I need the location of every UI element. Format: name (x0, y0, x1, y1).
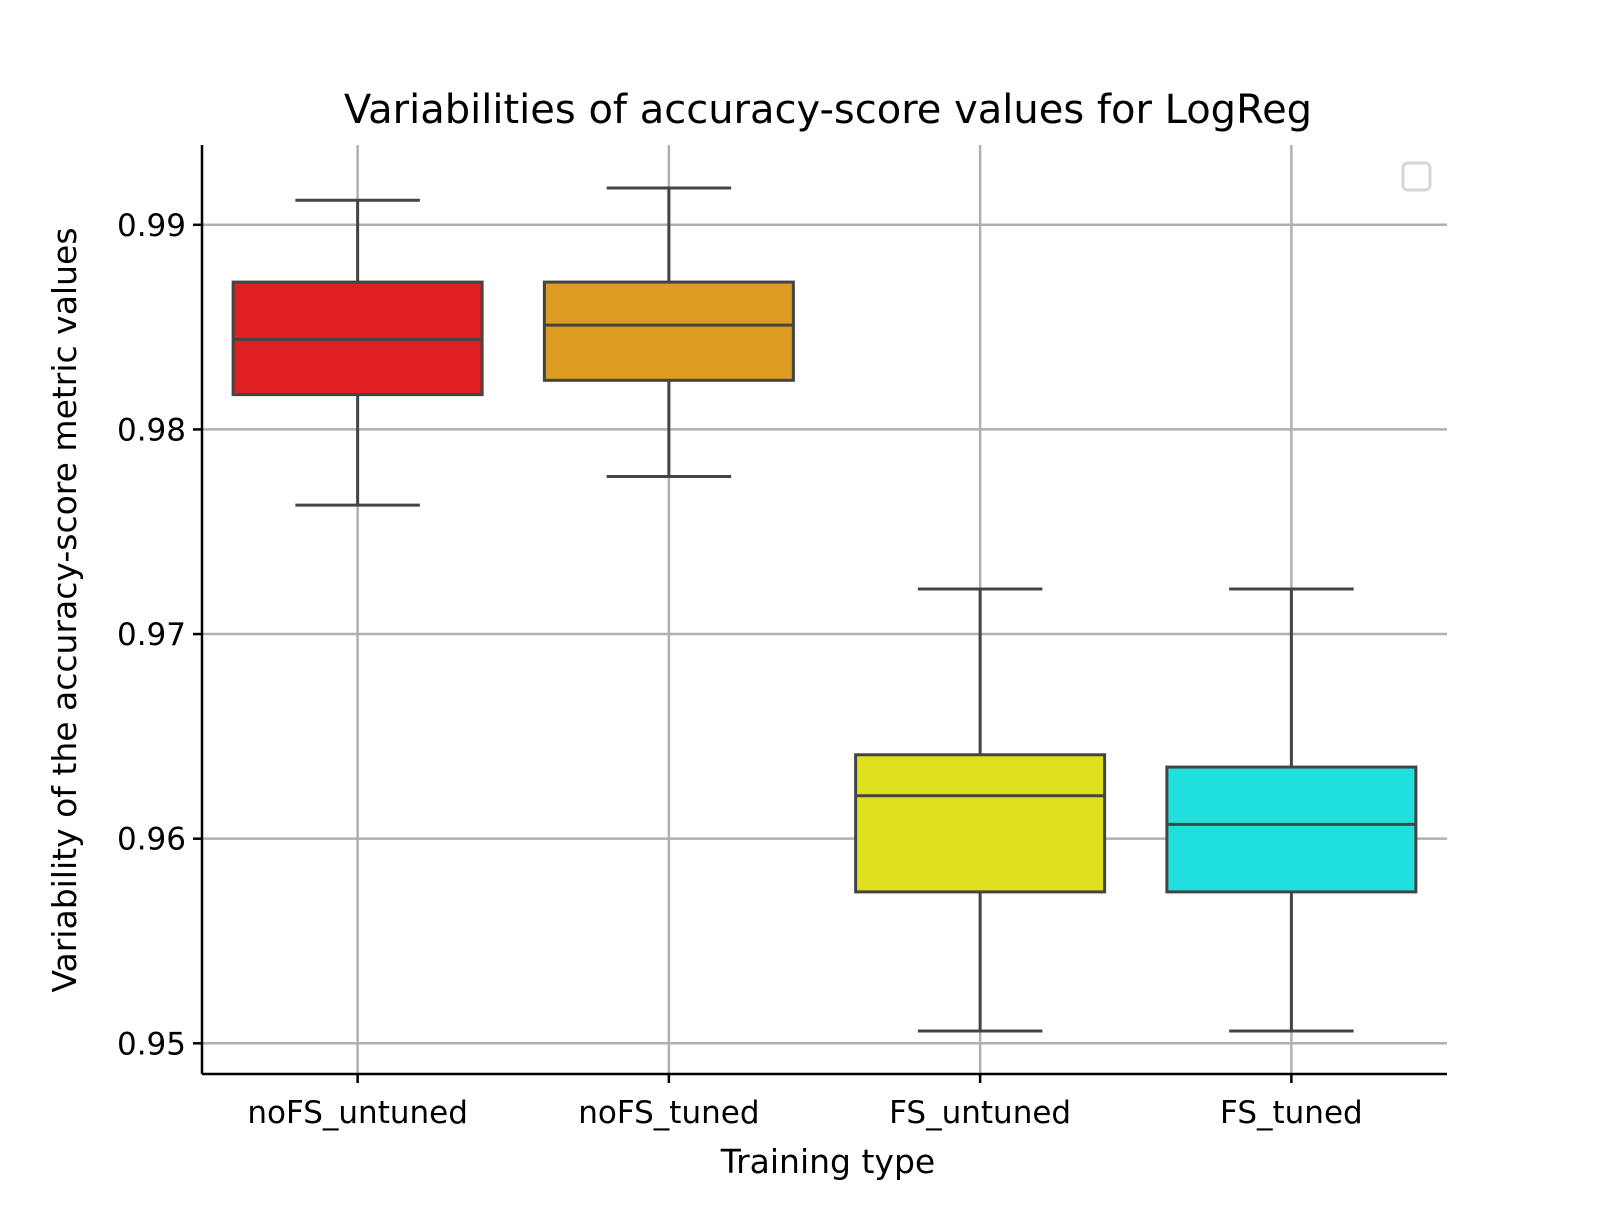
box-body (542, 280, 795, 382)
box-body (854, 753, 1107, 894)
axes-layer: 0.95 0.96 0.97 0.98 0.99 noFS_untuned noFS_tun… (117, 145, 1447, 1131)
box-layer (231, 186, 1418, 1033)
y-tick-label: 0.96 (117, 822, 186, 858)
box-FS_tuned (1165, 587, 1418, 1033)
box-noFS_tuned (542, 186, 795, 478)
x-tick-label: noFS_untuned (247, 1095, 468, 1131)
y-tick-label: 0.95 (117, 1026, 186, 1062)
x-tick-label: FS_tuned (1220, 1095, 1363, 1131)
x-tick-label: noFS_tuned (578, 1095, 759, 1131)
box-noFS_untuned (231, 198, 484, 507)
chart-title: Variabilities of accuracy-score values f… (344, 87, 1312, 133)
y-axis-title: Variability of the accuracy-score metric… (45, 227, 84, 992)
x-axis-title: Training type (720, 1142, 935, 1181)
box-body (1165, 765, 1418, 894)
y-tick-label: 0.98 (117, 412, 186, 448)
x-tick-label: FS_untuned (889, 1095, 1071, 1131)
y-tick-label: 0.97 (117, 617, 186, 653)
legend-box (1401, 161, 1432, 192)
box-FS_untuned (854, 587, 1107, 1033)
y-tick-label: 0.99 (117, 208, 186, 244)
